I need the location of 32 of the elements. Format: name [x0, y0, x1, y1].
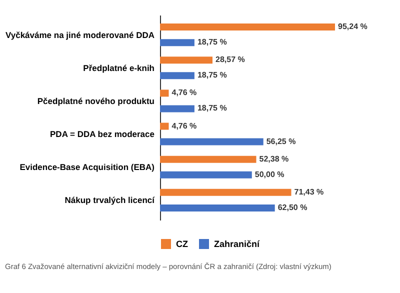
- y-tick-label: Nákup trvalých licencí: [64, 195, 156, 206]
- data-label: 62,50 %: [278, 202, 308, 212]
- data-label: 18,75 %: [197, 38, 227, 47]
- data-label: 18,75 %: [197, 70, 227, 80]
- bar: [160, 105, 194, 112]
- bar: [160, 90, 169, 97]
- data-label: 18,75 %: [197, 104, 227, 113]
- bar: [160, 138, 264, 146]
- y-tick-label: Vyčkáváme na jiné moderované DDA: [6, 30, 154, 40]
- bar: [160, 24, 335, 31]
- bar: [160, 72, 194, 80]
- bar: [160, 204, 275, 212]
- data-label: 52,38 %: [259, 154, 289, 164]
- data-label: 4,76 %: [172, 121, 197, 130]
- data-label: 50,00 %: [254, 170, 284, 179]
- bar: [160, 171, 252, 178]
- y-tick-label: Pčedplatné nového produktu: [37, 96, 154, 106]
- bar: [160, 188, 292, 196]
- legend-label: Zahraniční: [214, 239, 260, 249]
- y-tick-label: Evidence-Base Acquisition (EBA): [20, 162, 155, 172]
- bar: [160, 122, 169, 130]
- legend-label: CZ: [176, 239, 188, 249]
- y-tick-label: PDA = DDA bez moderace: [50, 129, 155, 140]
- data-label: 4,76 %: [172, 88, 197, 98]
- bar: [160, 56, 212, 64]
- y-tick-label: Předplatné e-knih: [83, 62, 154, 73]
- data-label: 71,43 %: [294, 187, 324, 196]
- data-label: 56,25 %: [266, 136, 296, 146]
- data-label: 28,57 %: [215, 55, 245, 64]
- bar: [160, 156, 256, 163]
- bar: [160, 39, 194, 46]
- data-label: 95,24 %: [338, 22, 368, 32]
